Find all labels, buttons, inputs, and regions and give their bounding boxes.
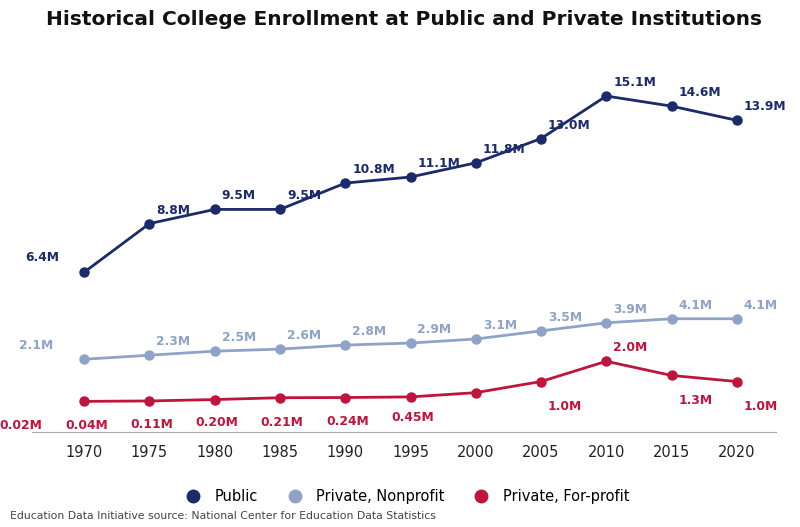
Text: 2.6M: 2.6M	[287, 329, 321, 342]
Text: 2.9M: 2.9M	[418, 323, 451, 336]
Text: 2.5M: 2.5M	[222, 331, 256, 344]
Text: 11.1M: 11.1M	[418, 157, 460, 170]
Text: 0.21M: 0.21M	[261, 416, 303, 428]
Text: 10.8M: 10.8M	[352, 163, 395, 176]
Text: 9.5M: 9.5M	[222, 190, 256, 202]
Text: 4.1M: 4.1M	[744, 299, 778, 312]
Text: 0.02M: 0.02M	[0, 419, 42, 433]
Text: 13.0M: 13.0M	[548, 119, 590, 132]
Title: Historical College Enrollment at Public and Private Institutions: Historical College Enrollment at Public …	[46, 10, 762, 29]
Text: 3.5M: 3.5M	[548, 311, 582, 324]
Legend: Public, Private, Nonprofit, Private, For-profit: Public, Private, Nonprofit, Private, For…	[173, 483, 635, 510]
Text: 1.3M: 1.3M	[678, 394, 713, 406]
Text: Education Data Initiative source: National Center for Education Data Statistics: Education Data Initiative source: Nation…	[10, 511, 436, 521]
Text: 15.1M: 15.1M	[614, 76, 656, 89]
Text: 2.0M: 2.0M	[614, 341, 647, 354]
Text: 3.1M: 3.1M	[482, 319, 517, 332]
Text: 1.0M: 1.0M	[548, 399, 582, 413]
Text: 2.3M: 2.3M	[157, 335, 190, 348]
Text: 3.9M: 3.9M	[614, 303, 647, 316]
Text: 0.20M: 0.20M	[195, 416, 238, 429]
Text: 9.5M: 9.5M	[287, 190, 321, 202]
Text: 0.24M: 0.24M	[326, 415, 369, 428]
Text: 2.8M: 2.8M	[352, 325, 386, 338]
Text: 14.6M: 14.6M	[678, 86, 721, 99]
Text: 13.9M: 13.9M	[744, 100, 786, 113]
Text: 11.8M: 11.8M	[482, 143, 526, 156]
Text: 4.1M: 4.1M	[678, 299, 713, 312]
Text: 2.1M: 2.1M	[19, 339, 54, 353]
Text: 8.8M: 8.8M	[157, 203, 190, 217]
Text: 0.11M: 0.11M	[130, 417, 173, 431]
Text: 0.45M: 0.45M	[391, 411, 434, 424]
Text: 0.04M: 0.04M	[65, 419, 108, 432]
Text: 1.0M: 1.0M	[744, 399, 778, 413]
Text: 6.4M: 6.4M	[26, 251, 59, 264]
